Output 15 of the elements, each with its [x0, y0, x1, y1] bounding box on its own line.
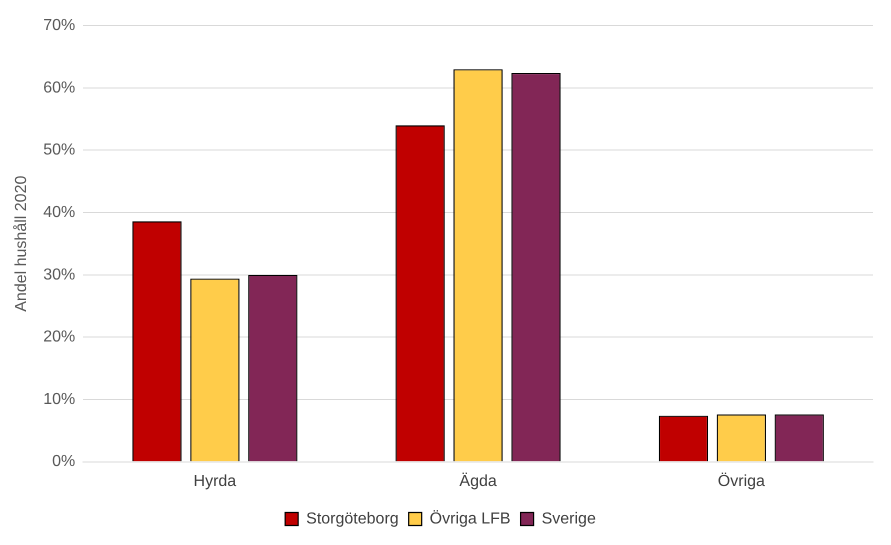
y-tick-label: 70%	[43, 17, 76, 34]
x-tick-label: Övriga	[718, 472, 766, 490]
y-tick-label: 10%	[43, 390, 76, 408]
y-tick-label: 30%	[43, 266, 76, 284]
legend-label: Storgöteborg	[306, 510, 399, 528]
y-tick-label: 40%	[43, 204, 76, 221]
y-tick-label: 0%	[52, 453, 76, 470]
y-tick-label: 50%	[43, 142, 76, 159]
x-tick-label: Hyrda	[194, 472, 236, 490]
x-tick-label: Ägda	[459, 472, 497, 490]
y-tick-label: 60%	[43, 79, 76, 96]
y-axis-title: Andel hushåll 2020	[13, 176, 30, 312]
legend-label: Sverige	[542, 510, 596, 528]
y-tick-label: 20%	[43, 328, 76, 346]
legend-label: Övriga LFB	[430, 509, 511, 528]
